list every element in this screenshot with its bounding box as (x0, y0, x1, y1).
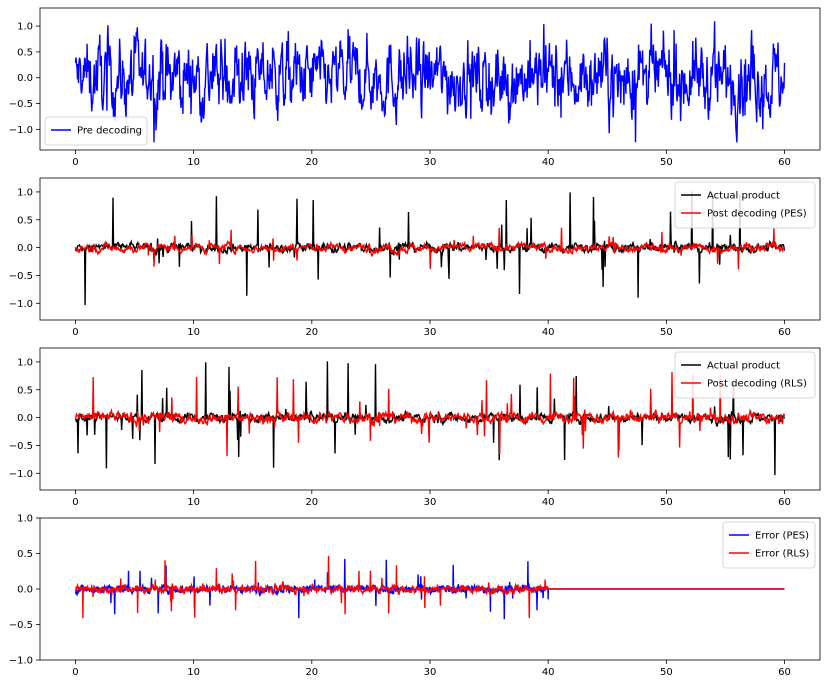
x-tick-label: 20 (305, 497, 318, 508)
y-tick-label: −0.5 (9, 99, 33, 110)
y-tick-label: 0.5 (17, 385, 33, 396)
x-tick-label: 50 (660, 327, 673, 338)
x-tick-label: 0 (72, 327, 78, 338)
legend: Error (PES) Error (RLS) (722, 521, 816, 569)
legend-label: Actual product (707, 191, 780, 202)
legend-box (674, 181, 816, 229)
y-tick-label: −0.5 (9, 620, 33, 631)
legend-box (674, 351, 816, 399)
x-tick-label: 60 (778, 157, 791, 168)
subplot-3: 0 10 20 30 40 50 60 −1.0 −0.5 0.0 0.5 1.0 Actual pro… (9, 347, 821, 508)
y-tick-label: 0.0 (17, 243, 33, 254)
y-tick-label: 0.5 (17, 549, 33, 560)
legend-label: Actual product (707, 361, 780, 372)
y-tick-label: −0.5 (9, 441, 33, 452)
y-tick-label: −1.0 (9, 656, 33, 667)
y-tick-label: −1.0 (9, 469, 33, 480)
x-tick-label: 10 (187, 667, 200, 678)
y-tick-label: 1.0 (17, 22, 33, 33)
y-tick-label: 0.5 (17, 215, 33, 226)
x-tick-label: 0 (72, 667, 78, 678)
x-tick-label: 20 (305, 157, 318, 168)
x-tick-label: 0 (72, 497, 78, 508)
x-tick-label: 40 (542, 497, 555, 508)
x-tick-label: 50 (660, 497, 673, 508)
x-tick-label: 60 (778, 327, 791, 338)
legend-label: Post decoding (RLS) (707, 379, 807, 390)
series-line-1 (74, 21, 786, 143)
legend-label: Post decoding (PES) (707, 209, 807, 220)
x-tick-label: 50 (660, 667, 673, 678)
legend-label: Pre decoding (77, 126, 142, 137)
x-tick-label: 30 (424, 497, 437, 508)
x-tick-label: 10 (187, 327, 200, 338)
legend-label: Error (RLS) (755, 549, 809, 560)
legend: Pre decoding (44, 116, 148, 146)
legend-box (44, 116, 148, 146)
x-tick-label: 20 (305, 667, 318, 678)
y-tick-label: 0.5 (17, 47, 33, 58)
x-tick-label: 50 (660, 157, 673, 168)
y-tick-label: 1.0 (17, 187, 33, 198)
x-tick-label: 40 (542, 327, 555, 338)
y-tick-label: −0.5 (9, 271, 33, 282)
x-tick-label: 60 (778, 667, 791, 678)
x-tick-label: 20 (305, 327, 318, 338)
y-tick-label: 1.0 (17, 357, 33, 368)
y-tick-label: 0.0 (17, 585, 33, 596)
series-line-2 (74, 227, 785, 270)
x-tick-label: 10 (187, 157, 200, 168)
x-tick-label: 10 (187, 497, 200, 508)
x-tick-label: 0 (72, 157, 78, 168)
x-tick-label: 40 (542, 157, 555, 168)
subplot-2: 0 10 20 30 40 50 60 −1.0 −0.5 0.0 0.5 1.0 Actual pro… (9, 177, 821, 338)
series-line-2 (74, 555, 785, 619)
x-tick-label: 60 (778, 497, 791, 508)
legend: Actual product Post decoding (PES) (674, 181, 816, 229)
x-tick-label: 30 (424, 327, 437, 338)
y-tick-label: 0.0 (17, 413, 33, 424)
y-tick-label: −1.0 (9, 125, 33, 136)
legend: Actual product Post decoding (RLS) (674, 351, 816, 399)
legend-box (722, 521, 816, 569)
x-tick-label: 30 (424, 667, 437, 678)
y-tick-label: 1.0 (17, 514, 33, 525)
series-line-2 (74, 372, 786, 458)
subplot-1: 0 10 20 30 40 50 60 −1.0 −0.5 0.0 0.5 1.0 Pre decodi… (9, 7, 821, 168)
y-tick-label: 0.0 (17, 73, 33, 84)
y-tick-label: −1.0 (9, 299, 33, 310)
subplot-4: 0 10 20 30 40 50 60 −1.0 −0.5 0.0 0.5 1.0 Error (PES… (9, 514, 821, 678)
x-tick-label: 40 (542, 667, 555, 678)
x-tick-label: 30 (424, 157, 437, 168)
legend-label: Error (PES) (755, 531, 809, 542)
